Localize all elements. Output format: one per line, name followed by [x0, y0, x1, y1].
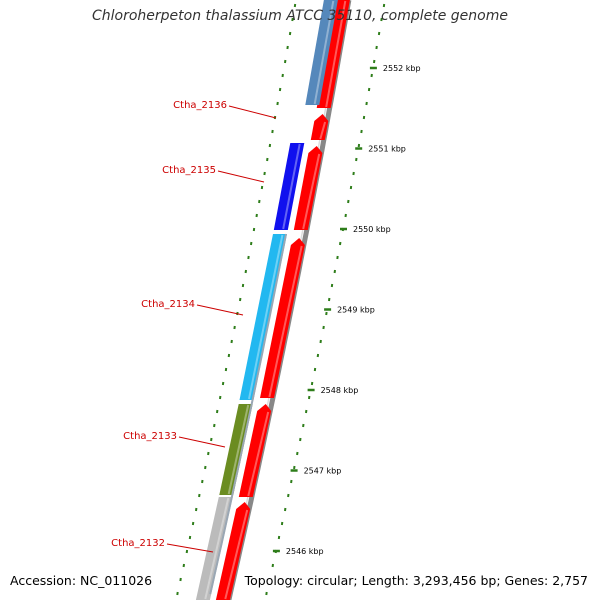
gene-label: Ctha_2134 — [141, 299, 195, 310]
gene-label-leader — [228, 105, 277, 119]
scale-tick-label: 2549 kbp — [337, 306, 375, 315]
scale-tick-label: 2547 kbp — [304, 467, 342, 476]
forward-gene-arrow — [293, 146, 323, 230]
forward-gene-arrow — [260, 238, 305, 398]
gene-block-ctha-2135 — [273, 143, 305, 230]
gene-block-ctha-2134-shade — [248, 234, 284, 400]
gene-block-ctha-2133 — [219, 404, 253, 495]
accession-text: Accession: NC_011026 — [8, 573, 155, 588]
gene-label: Ctha_2136 — [173, 100, 227, 111]
gene-block-ctha-2132-shade — [204, 497, 230, 600]
forward-gene-arrow — [215, 502, 251, 600]
scale-tick-label: 2551 kbp — [368, 145, 406, 154]
scale-tick-label: 2546 kbp — [286, 547, 324, 556]
forward-gene-arrow-shade — [325, 0, 347, 108]
map-title: Chloroherpeton thalassium ATCC 35110, co… — [92, 8, 508, 24]
gene-block-ctha-2134 — [239, 234, 287, 400]
gene-block-ctha-2133-shade — [227, 404, 250, 495]
genome-summary-text: Topology: circular; Length: 3,293,456 bp… — [242, 573, 590, 588]
forward-gene-arrow-shade — [247, 411, 270, 497]
forward-gene-arrow-shade — [268, 245, 303, 398]
scale-tick-label: 2548 kbp — [321, 386, 359, 395]
forward-gene-arrow — [238, 404, 272, 497]
forward-gene-arrow — [316, 0, 350, 108]
forward-gene-arrow — [310, 114, 329, 140]
scale-tick-label: 2550 kbp — [353, 225, 391, 234]
gene-label-leader — [166, 543, 214, 553]
gene-label: Ctha_2135 — [162, 165, 216, 176]
gene-block-ctha-2135-shade — [282, 143, 301, 230]
forward-gene-arrow-shade — [224, 509, 249, 600]
forward-gene-arrow-shade — [319, 121, 327, 140]
gene-label-leader — [178, 436, 226, 448]
gene-block-ctha-2132 — [195, 497, 233, 600]
gene-label-leader — [196, 304, 244, 316]
reverse-gene-upper-shade — [313, 0, 335, 105]
gene-label: Ctha_2132 — [111, 538, 165, 549]
gene-label-leader — [217, 170, 265, 183]
gene-label: Ctha_2133 — [123, 431, 177, 442]
reverse-track-edge — [209, 233, 287, 595]
forward-gene-arrow-shade — [302, 153, 321, 230]
reverse-gene-upper — [305, 0, 338, 105]
scale-tick-label: 2552 kbp — [383, 64, 421, 73]
